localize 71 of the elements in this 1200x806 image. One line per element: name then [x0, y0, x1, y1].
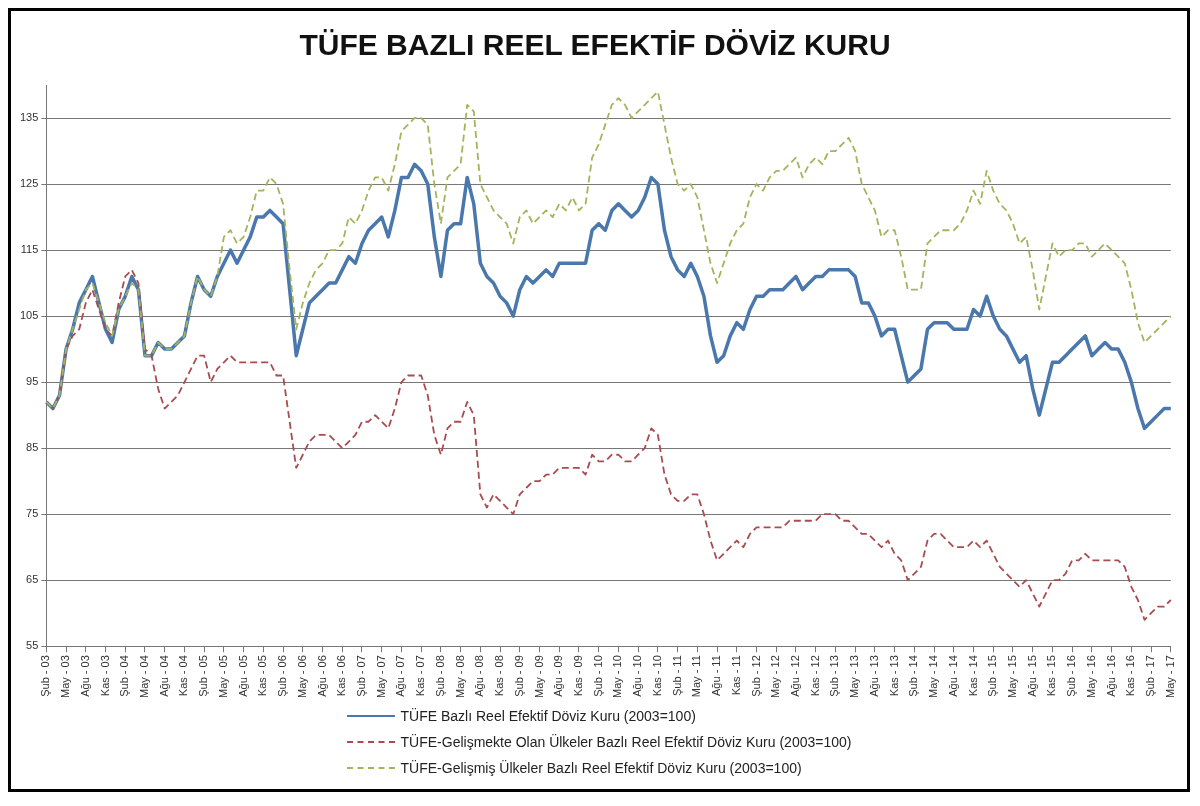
- x-tick-label: Ağu - 03: [78, 655, 91, 697]
- x-tick-label: Ağu - 13: [867, 655, 880, 697]
- x-tick-label: Kas - 06: [335, 655, 348, 697]
- x-tick-label: Ağu - 12: [789, 655, 802, 697]
- x-tick-label: May - 08: [453, 655, 466, 699]
- x-tick-label: Kas - 08: [493, 655, 506, 697]
- x-tick-label: Kas - 12: [808, 655, 821, 697]
- x-tick-label: Ağu - 04: [157, 655, 170, 697]
- x-tick-label: Ağu - 05: [236, 655, 249, 697]
- x-tick-label: Şub - 09: [512, 655, 525, 697]
- x-tick-label: Şub - 15: [986, 655, 999, 697]
- legend-label: TÜFE Bazlı Reel Efektif Döviz Kuru (2003=100): [400, 708, 696, 724]
- x-tick-label: Ağu - 09: [552, 655, 565, 697]
- x-tick-label: Ağu - 07: [394, 655, 407, 697]
- x-tick-label: Ağu - 06: [315, 655, 328, 697]
- x-tick-label: Şub - 14: [907, 655, 920, 697]
- x-tick-label: May - 09: [532, 655, 545, 699]
- x-tick-label: May - 05: [216, 655, 229, 699]
- x-tick-label: Ağu - 14: [946, 655, 959, 697]
- y-tick-label: 95: [26, 375, 39, 388]
- y-tick-label: 75: [26, 507, 39, 520]
- x-tick-label: May - 10: [611, 655, 624, 699]
- y-tick-label: 115: [20, 243, 39, 256]
- x-tick-label: Kas - 09: [572, 655, 585, 697]
- x-tick-label: May - 15: [1006, 655, 1019, 699]
- x-tick-label: Şub - 05: [197, 655, 210, 697]
- x-tick-label: Şub - 08: [433, 655, 446, 697]
- y-tick-label: 55: [26, 639, 39, 652]
- x-tick-label: Şub - 13: [828, 655, 841, 697]
- x-tick-label: May - 12: [769, 655, 782, 699]
- x-tick-label: May - 11: [690, 655, 703, 698]
- x-tick-label: Ağu - 11: [710, 655, 723, 696]
- x-tick-label: Şub - 07: [355, 655, 368, 697]
- x-tick-label: May - 04: [138, 655, 151, 699]
- y-tick-label: 125: [19, 177, 39, 190]
- x-tick-label: Şub - 12: [749, 655, 762, 697]
- x-tick-label: Şub - 10: [591, 655, 604, 697]
- x-tick-label: Ağu - 08: [473, 655, 486, 697]
- x-tick-label: Şub - 17: [1144, 655, 1157, 697]
- y-tick-label: 135: [19, 111, 39, 124]
- legend-label: TÜFE-Gelişmiş Ülkeler Bazlı Reel Efektif Döviz Kuru (2003=100): [400, 760, 802, 776]
- x-tick-label: May - 03: [59, 655, 72, 699]
- x-tick-label: Şub - 16: [1065, 655, 1078, 697]
- x-tick-label: Kas - 16: [1124, 655, 1137, 697]
- x-tick-label: May - 07: [374, 655, 387, 699]
- x-tick-label: Kas - 05: [256, 655, 269, 697]
- legend-label: TÜFE-Gelişmekte Olan Ülkeler Bazlı Reel Efektif Döviz Kuru (2003=100): [400, 734, 852, 750]
- chart-title: TÜFE BAZLI REEL EFEKTİF DÖVİZ KURU: [299, 28, 891, 62]
- x-tick-label: Ağu - 10: [631, 655, 644, 697]
- x-tick-label: Kas - 14: [966, 655, 979, 697]
- x-tick-label: Şub - 03: [39, 655, 52, 697]
- y-tick-label: 85: [26, 441, 39, 454]
- x-tick-label: Kas - 04: [177, 655, 190, 697]
- x-tick-label: Şub - 04: [118, 655, 131, 697]
- x-tick-label: Kas - 07: [414, 655, 427, 697]
- x-tick-label: May - 16: [1084, 655, 1097, 699]
- x-tick-label: May - 06: [295, 655, 308, 699]
- x-tick-label: Kas - 10: [650, 655, 663, 697]
- x-tick-label: May - 17: [1163, 655, 1176, 699]
- x-tick-label: May - 13: [848, 655, 861, 699]
- x-tick-label: Ağu - 16: [1104, 655, 1117, 697]
- y-tick-label: 105: [19, 309, 39, 322]
- x-tick-label: Kas - 03: [98, 655, 111, 697]
- x-tick-label: Şub - 06: [276, 655, 289, 697]
- x-tick-label: Şub - 11: [670, 655, 683, 696]
- x-tick-label: May - 14: [927, 655, 940, 699]
- x-tick-label: Kas - 11: [729, 655, 742, 696]
- x-tick-label: Kas - 15: [1045, 655, 1058, 697]
- x-tick-label: Ağu - 15: [1025, 655, 1038, 697]
- y-tick-label: 65: [26, 573, 39, 586]
- x-tick-label: Kas - 13: [887, 655, 900, 697]
